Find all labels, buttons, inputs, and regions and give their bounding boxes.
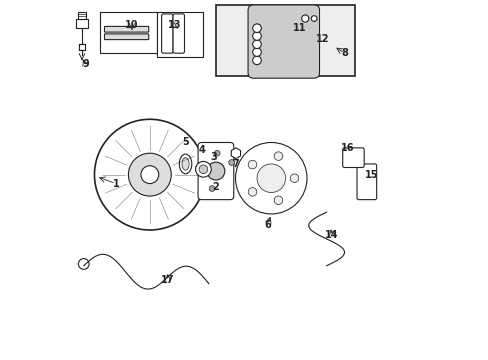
FancyBboxPatch shape bbox=[198, 143, 233, 200]
Circle shape bbox=[252, 56, 261, 64]
FancyBboxPatch shape bbox=[104, 26, 148, 32]
FancyBboxPatch shape bbox=[247, 5, 319, 78]
Circle shape bbox=[128, 153, 171, 196]
Text: 2: 2 bbox=[212, 182, 219, 192]
Text: 15: 15 bbox=[364, 170, 377, 180]
FancyBboxPatch shape bbox=[173, 14, 184, 53]
Ellipse shape bbox=[182, 158, 189, 170]
Circle shape bbox=[257, 164, 285, 193]
Circle shape bbox=[311, 16, 316, 21]
Circle shape bbox=[301, 15, 308, 22]
Text: 13: 13 bbox=[168, 19, 181, 30]
Text: 17: 17 bbox=[161, 275, 174, 285]
Bar bbox=[78, 12, 86, 19]
Text: 9: 9 bbox=[82, 59, 89, 69]
Text: 8: 8 bbox=[341, 48, 347, 58]
FancyBboxPatch shape bbox=[342, 148, 364, 167]
Circle shape bbox=[228, 159, 234, 165]
Circle shape bbox=[252, 32, 261, 40]
Circle shape bbox=[274, 152, 282, 161]
Circle shape bbox=[252, 24, 261, 32]
Text: 12: 12 bbox=[316, 34, 329, 44]
Bar bbox=[100, 12, 157, 53]
Circle shape bbox=[214, 150, 220, 156]
Circle shape bbox=[290, 174, 298, 183]
FancyBboxPatch shape bbox=[356, 164, 376, 200]
Text: 4: 4 bbox=[198, 145, 204, 155]
Circle shape bbox=[141, 166, 159, 184]
Circle shape bbox=[209, 186, 215, 192]
Bar bbox=[157, 12, 203, 57]
Text: 1: 1 bbox=[112, 179, 119, 189]
Circle shape bbox=[252, 48, 261, 57]
Bar bbox=[216, 5, 354, 76]
Ellipse shape bbox=[179, 154, 191, 174]
Circle shape bbox=[235, 143, 306, 214]
Text: 7: 7 bbox=[232, 159, 239, 169]
Bar bbox=[75, 19, 88, 28]
Text: 16: 16 bbox=[341, 143, 354, 153]
Text: 10: 10 bbox=[125, 19, 139, 30]
FancyBboxPatch shape bbox=[104, 34, 148, 40]
FancyBboxPatch shape bbox=[162, 14, 173, 53]
Circle shape bbox=[252, 40, 261, 49]
Circle shape bbox=[195, 166, 201, 171]
Circle shape bbox=[248, 188, 256, 196]
Text: 11: 11 bbox=[292, 23, 306, 33]
Circle shape bbox=[94, 119, 205, 230]
Circle shape bbox=[206, 162, 224, 180]
Text: 6: 6 bbox=[264, 220, 270, 230]
Circle shape bbox=[195, 161, 211, 177]
Text: 14: 14 bbox=[325, 230, 338, 240]
Circle shape bbox=[274, 196, 282, 204]
Circle shape bbox=[248, 160, 256, 169]
Text: 3: 3 bbox=[210, 152, 217, 162]
Circle shape bbox=[199, 165, 207, 174]
Circle shape bbox=[78, 258, 89, 269]
Text: 5: 5 bbox=[182, 138, 188, 148]
